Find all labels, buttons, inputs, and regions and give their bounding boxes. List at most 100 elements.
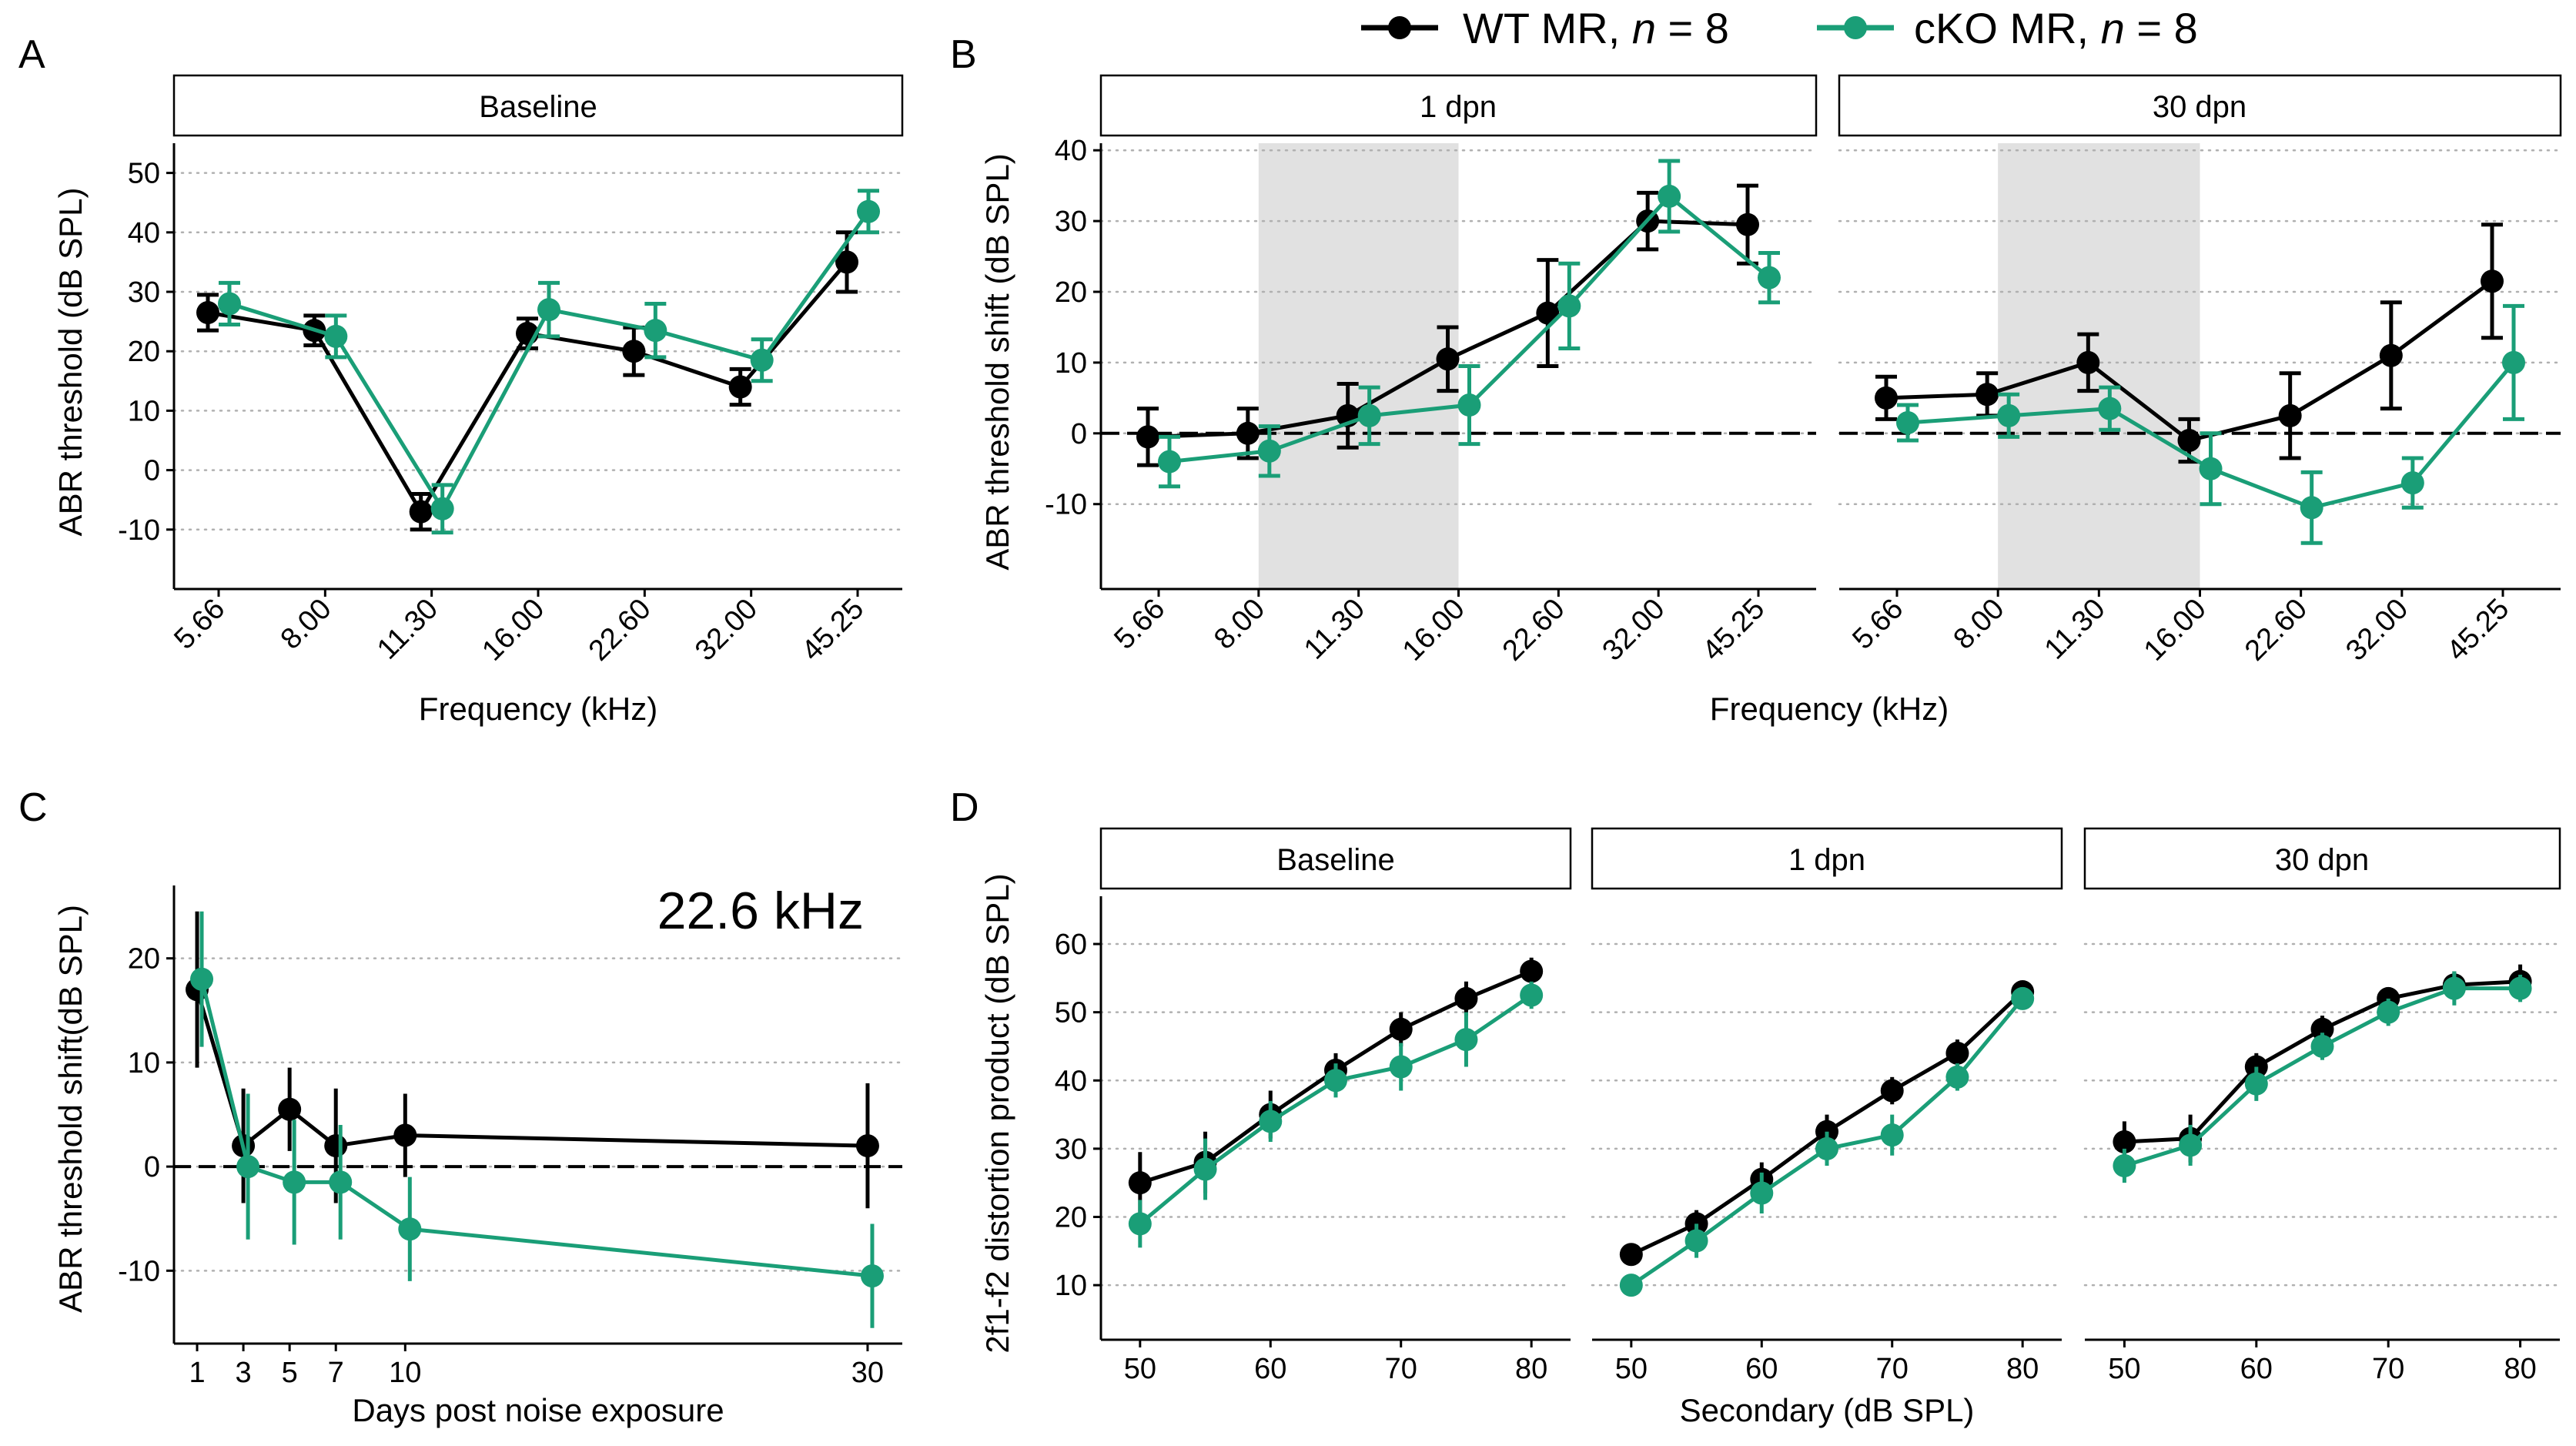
b1-x-tick-label: 5.66 bbox=[1108, 593, 1171, 656]
b2-cko-point bbox=[2502, 350, 2525, 374]
strip-b1-label: 1 dpn bbox=[1420, 90, 1497, 124]
d2-wt-point bbox=[1945, 1041, 1969, 1065]
d1-y-tick-label: 30 bbox=[1055, 1133, 1087, 1166]
panel-a: Baseline ABR threshold (dB SPL) Frequenc… bbox=[52, 74, 904, 727]
d2-x-tick-label: 80 bbox=[2006, 1353, 2039, 1385]
c-cko-point bbox=[329, 1170, 353, 1194]
d3-cko-point bbox=[2377, 1000, 2400, 1024]
a-cko-point bbox=[324, 324, 348, 348]
b2-cko-point bbox=[2199, 457, 2223, 480]
b1-cko-point bbox=[1257, 439, 1281, 463]
c-y-tick-label: -10 bbox=[118, 1255, 160, 1287]
panel-label-b: B bbox=[950, 32, 977, 77]
c-cko-line bbox=[199, 979, 873, 1278]
a-x-tick-label: 45.25 bbox=[795, 593, 870, 668]
b1-x-tick-label: 11.30 bbox=[1298, 593, 1371, 666]
strip-d3-label: 30 dpn bbox=[2275, 843, 2369, 877]
strip-d3-box bbox=[2083, 827, 2561, 890]
b1-wt-point bbox=[1236, 421, 1260, 445]
d2-x-tick-label: 60 bbox=[1745, 1353, 1778, 1385]
d3-wt-point bbox=[2310, 1017, 2334, 1041]
x-axis-title-a: Frequency (kHz) bbox=[419, 691, 657, 727]
d3-wt-line bbox=[2124, 979, 2521, 1144]
b1-y-tick-label: 20 bbox=[1055, 276, 1087, 309]
d1-x-tick-label: 80 bbox=[1515, 1353, 1547, 1385]
a-cko-point bbox=[644, 319, 667, 343]
b2-x-tick-label: 16.00 bbox=[2138, 593, 2213, 668]
b2-x-tick-label: 8.00 bbox=[1948, 593, 2011, 656]
b1-cko-point bbox=[1357, 403, 1381, 427]
c-y-tick-label: 20 bbox=[128, 943, 160, 976]
a-cko-point bbox=[218, 292, 241, 316]
b2-wt-point bbox=[1975, 383, 1999, 407]
d3-wt-point bbox=[2113, 1130, 2136, 1154]
b1-cko-point bbox=[1557, 294, 1581, 318]
d1-wt-point bbox=[1389, 1017, 1413, 1041]
panel-label-d: D bbox=[950, 785, 979, 830]
b1-cko-point bbox=[1758, 266, 1781, 290]
a-y-tick-label: 50 bbox=[128, 158, 160, 190]
b1-x-tick-label: 22.60 bbox=[1497, 593, 1571, 668]
plot-d-1dpn: 50 60 70 80 bbox=[1591, 942, 2063, 1385]
d1-y-tick-label: 50 bbox=[1055, 997, 1087, 1029]
d2-wt-point bbox=[1880, 1079, 1904, 1103]
a-x-tick-label: 22.60 bbox=[583, 593, 657, 668]
a-cko-point bbox=[430, 497, 454, 520]
legend: WT MR, n = 8 cKO MR, n = 8 bbox=[1361, 4, 2198, 52]
b2-cko-point bbox=[2300, 496, 2323, 520]
a-wt-point bbox=[196, 301, 219, 325]
plot-d-baseline: 10 20 30 40 50 60 50 60 70 80 bbox=[1055, 896, 1572, 1385]
b2-x-tick-label: 32.00 bbox=[2340, 593, 2414, 668]
d2-cko-point bbox=[1750, 1181, 1774, 1205]
d2-cko-point bbox=[1880, 1123, 1904, 1147]
b2-cko-point bbox=[1896, 411, 1919, 435]
c-y-tick-label: 0 bbox=[144, 1151, 160, 1183]
legend-wt-marker bbox=[1388, 16, 1411, 39]
d1-cko-point bbox=[1193, 1157, 1217, 1181]
c-cko-point bbox=[236, 1155, 260, 1179]
a-cko-point bbox=[537, 298, 560, 322]
b2-wt-point bbox=[1875, 386, 1898, 410]
d3-cko-point bbox=[2179, 1133, 2203, 1157]
d1-cko-point bbox=[1128, 1212, 1152, 1236]
d1-cko-point bbox=[1389, 1055, 1413, 1079]
panel-label-a: A bbox=[18, 32, 45, 77]
b2-wt-point bbox=[2379, 343, 2403, 367]
strip-b1-box bbox=[1099, 74, 1818, 137]
d3-cko-point bbox=[2244, 1072, 2268, 1096]
c-wt-line bbox=[195, 989, 868, 1148]
d2-wt-point bbox=[1619, 1243, 1643, 1267]
b1-wt-point bbox=[1736, 213, 1759, 236]
b2-x-tick-label: 45.25 bbox=[2441, 593, 2515, 668]
b1-x-tick-label: 8.00 bbox=[1208, 593, 1271, 656]
d3-cko-point bbox=[2508, 976, 2532, 1000]
strip-d1-box bbox=[1099, 827, 1572, 890]
a-wt-point bbox=[835, 250, 858, 274]
a-x-tick-label: 8.00 bbox=[275, 593, 338, 656]
d3-x-tick-label: 60 bbox=[2240, 1353, 2273, 1385]
b2-wt-point bbox=[2177, 429, 2201, 452]
b1-y-tick-label: 0 bbox=[1071, 418, 1087, 450]
c-y-tick-label: 10 bbox=[128, 1047, 160, 1079]
b1-x-tick-label: 32.00 bbox=[1597, 593, 1671, 668]
y-axis-title-b: ABR threshold shift (dB SPL) bbox=[979, 153, 1015, 571]
d3-cko-point bbox=[2113, 1154, 2136, 1178]
d2-cko-point bbox=[2011, 986, 2035, 1010]
panel-d: Baseline 1 dpn 30 dpn 2f1-f2 distortion … bbox=[979, 827, 2561, 1428]
b1-y-tick-label: 10 bbox=[1055, 347, 1087, 380]
d1-cko-point bbox=[1454, 1028, 1478, 1052]
a-y-tick-label: 30 bbox=[128, 276, 160, 309]
d1-x-tick-label: 60 bbox=[1254, 1353, 1286, 1385]
d1-y-tick-label: 20 bbox=[1055, 1201, 1087, 1233]
b2-cko-point bbox=[2400, 471, 2424, 495]
c-x-tick-label: 30 bbox=[851, 1357, 884, 1389]
d3-cko-point bbox=[2442, 976, 2466, 1000]
y-axis-title-c: ABR threshold shift(dB SPL) bbox=[52, 905, 89, 1313]
a-cko-point bbox=[750, 348, 774, 372]
c-cko-point bbox=[283, 1170, 306, 1194]
d3-x-tick-label: 70 bbox=[2372, 1353, 2404, 1385]
d1-y-tick-label: 40 bbox=[1055, 1065, 1087, 1097]
d1-cko-point bbox=[1259, 1110, 1283, 1133]
c-cko-point bbox=[860, 1264, 884, 1288]
